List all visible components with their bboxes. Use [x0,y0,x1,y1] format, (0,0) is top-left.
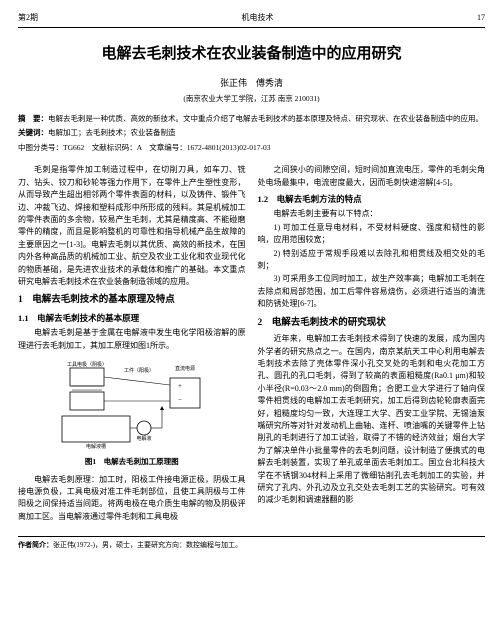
paper-title: 电解去毛刺技术在农业装备制造中的应用研究 [18,42,485,66]
figure-1: 工具电极（阴极） 工件（阳极） 电解液槽 电解液 直流电源 + − [18,358,246,468]
abstract: 摘 要：电解去毛刺是一种优质、高效的新技术。文中重点介绍了电解去毛刺技术的基本原… [18,113,485,124]
left-column: 毛刺是指零件加工制造过程中，在切削刀具，如车刀、铣刀、钻头、铰刀和砂轮等强力作用… [18,164,246,524]
keywords-label: 关键词： [18,128,48,137]
section-heading: 1 电解去毛刺技术的基本原理及特点 [18,293,246,308]
list-item: 1) 可加工任意导电材料，不受材料硬度、强度和韧性的影响，应用范围较宽； [258,222,486,247]
header-left: 第2期 [18,12,38,25]
footer: 作者简介：张正伟(1972-)，男，硕士，主要研究方向：数控编程与加工。 [18,536,485,551]
fig-label: 电解液 [136,435,151,442]
authors: 张正伟 傅秀清 [18,76,485,90]
keywords-text: 电解加工；去毛刺技术；农业装备制造 [48,128,176,137]
list-item: 2) 特别适应于常规手段难以去除孔和相贯线及相交处的毛刺； [258,248,486,273]
classification: 中图分类号：TG662 文献标识码：A 文章编号：1672-4801(2013)… [18,142,485,154]
para: 之间狭小的间隙空间，短时间加直流电压，零件的毛刺尖角处电场最集中，电流密度最大，… [258,164,486,189]
keywords: 关键词：电解加工；去毛刺技术；农业装备制造 [18,127,485,139]
affiliation: (南京农业大学工学院，江苏 南京 210031) [18,93,485,105]
abstract-text: 电解去毛刺是一种优质、高效的新技术。文中重点介绍了电解去毛刺技术的基本原理及特点… [48,114,483,123]
svg-text:+: + [178,382,182,390]
header-center: 机电技术 [242,12,274,25]
footer-text: 张正伟(1972-)，男，硕士，主要研究方向：数控编程与加工。 [53,541,242,549]
para: 电解去毛刺是基于金属在电解液中发生电化学阳极溶解的原理进行去毛刺加工，其加工原理… [18,327,246,352]
subsection-heading: 1.2 电解去毛刺方法的特点 [258,193,486,206]
para: 电解去毛刺原理：加工时，阳极工件接电源正极，阴极工具接电源负极，工具电极对准工件… [18,474,246,524]
para: 近年来，电解加工去毛刺技术得到了快速的发展，成为国内外学者的研究热点之一。在国内… [258,333,486,506]
right-column: 之间狭小的间隙空间，短时间加直流电压，零件的毛刺尖角处电场最集中，电流密度最大，… [258,164,486,524]
para: 电解去毛刺主要有以下特点： [258,208,486,220]
fig-label: 直流电源 [175,365,195,372]
abstract-label: 摘 要： [18,114,48,123]
svg-text:−: − [178,396,182,404]
para: 毛刺是指零件加工制造过程中，在切削刀具，如车刀、铣刀、钻头、铰刀和砂轮等强力作用… [18,164,246,288]
fig-label: 工具电极（阴极） [67,361,107,368]
header-right: 17 [477,12,485,25]
fig-label: 工件（阳极） [124,367,154,374]
fig-label: 电解液槽 [86,443,106,450]
section-heading: 2 电解去毛刺技术的研究现状 [258,316,486,331]
list-item: 3) 可采用多工位同时加工，故生产效率高；电解加工毛刺在去除点和局部范围，加工后… [258,273,486,310]
figure-caption: 图1 电解去毛刺加工原理图 [18,456,246,468]
footer-label: 作者简介： [18,541,53,549]
subsection-heading: 1.1 电解去毛刺技术的基本原理 [18,312,246,325]
